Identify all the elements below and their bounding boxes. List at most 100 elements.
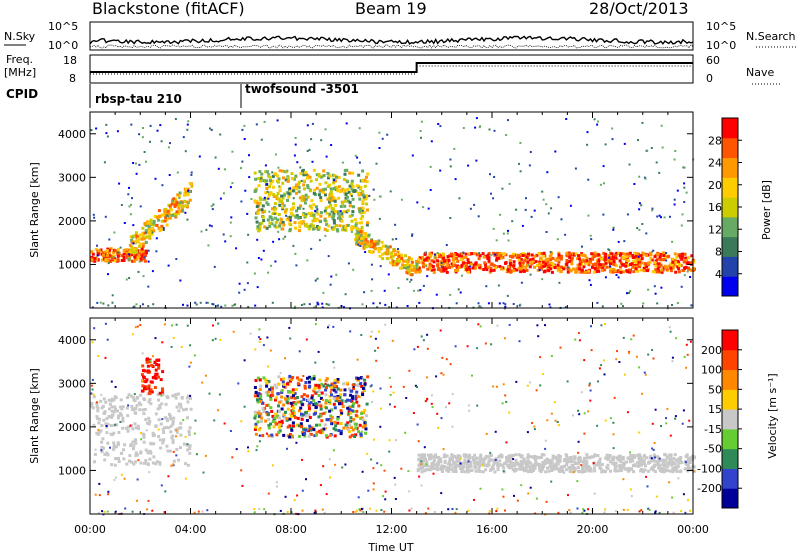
power-cell [423,253,427,256]
velocity-cell [348,408,352,412]
velocity-cell [269,406,273,410]
power-cell [146,221,150,225]
velocity-cell [119,398,123,402]
velocity-ground-speckle [356,509,358,512]
velocity-speckle [408,490,411,493]
power-cell [185,187,189,191]
velocity-cell [184,462,188,466]
velocity-cell [522,457,526,461]
power-cell [113,259,117,263]
power-ground-speckle [379,302,381,305]
velocity-cell [131,440,135,444]
power-cell [168,204,172,208]
velocity-cell [571,466,575,470]
power-speckle [108,238,111,241]
power-cell [484,262,487,266]
velocity-speckle [638,366,641,369]
velocity-speckle [395,439,397,442]
power-cell [667,254,671,258]
velocity-cell [550,464,554,468]
velocity-cell [288,424,292,428]
power-speckle [143,151,146,153]
power-cell [160,227,164,231]
power-cell [361,193,365,197]
power-speckle [289,219,292,222]
velocity-colorbar-cell-2 [722,448,738,469]
velocity-cell [364,427,368,431]
power-cell [158,229,162,233]
velocity-cell [619,469,623,473]
velocity-speckle [423,446,426,449]
velocity-cell [254,391,258,394]
velocity-cell [363,378,367,382]
velocity-cell [616,458,620,462]
power-cell [553,266,557,269]
velocity-cell [291,391,295,395]
velocity-cell [314,433,318,437]
velocity-cell [675,459,679,463]
velocity-cell [347,428,350,432]
velocity-cell [562,465,566,468]
power-ground-speckle [477,306,480,309]
velocity-speckle [104,356,107,359]
velocity-cell [363,419,367,423]
power-cell [341,228,344,232]
velocity-cell [606,458,610,461]
power-ground-speckle [384,303,387,306]
power-speckle [420,136,422,139]
power-cell [441,254,445,258]
power-cell [538,260,542,264]
power-cell [274,207,278,211]
power-cell [351,185,355,189]
power-speckle [641,223,644,225]
power-speckle [132,162,135,164]
power-cell [401,259,405,263]
power-cell [437,261,441,265]
power-cell [276,191,280,195]
velocity-speckle [669,330,672,333]
power-cell [585,261,589,265]
velocity-cell [523,466,527,470]
velocity-cell [336,395,340,398]
power-cell [430,268,434,272]
velocity-cell [619,463,623,467]
velocity-colorbar-frame [721,329,739,509]
velocity-cell [502,466,506,470]
velocity-cell [110,405,114,409]
power-cell [609,256,613,260]
velocity-cell [127,393,131,397]
power-speckle [439,169,442,172]
velocity-cell [547,461,551,465]
power-speckle [647,288,650,291]
power-cell [626,270,630,274]
power-cell [543,269,547,273]
power-cell [302,173,306,177]
velocity-speckle [249,332,252,335]
power-cell [151,226,154,230]
power-ground-speckle [152,303,155,306]
power-speckle [475,159,478,162]
power-speckle [655,161,658,164]
power-cell [188,182,192,185]
velocity-cell [143,461,146,465]
velocity-cell [351,428,355,432]
velocity-cell [639,469,642,473]
power-cell [124,248,128,252]
velocity-cell [119,405,122,409]
power-cell [406,263,410,266]
power-ground-speckle [133,305,136,308]
velocity-speckle [685,343,688,346]
power-cell [273,216,277,220]
velocity-speckle [671,360,674,363]
velocity-cell [587,465,591,469]
velocity-cell [179,433,183,437]
power-cell [152,219,156,223]
velocity-cell [432,459,436,462]
velocity-speckle [675,337,678,340]
power-speckle [262,249,265,252]
velocity-cell [157,375,160,379]
power-cell [360,238,364,242]
power-cell [570,262,574,266]
velocity-speckle [204,374,207,377]
velocity-speckle [420,484,423,487]
